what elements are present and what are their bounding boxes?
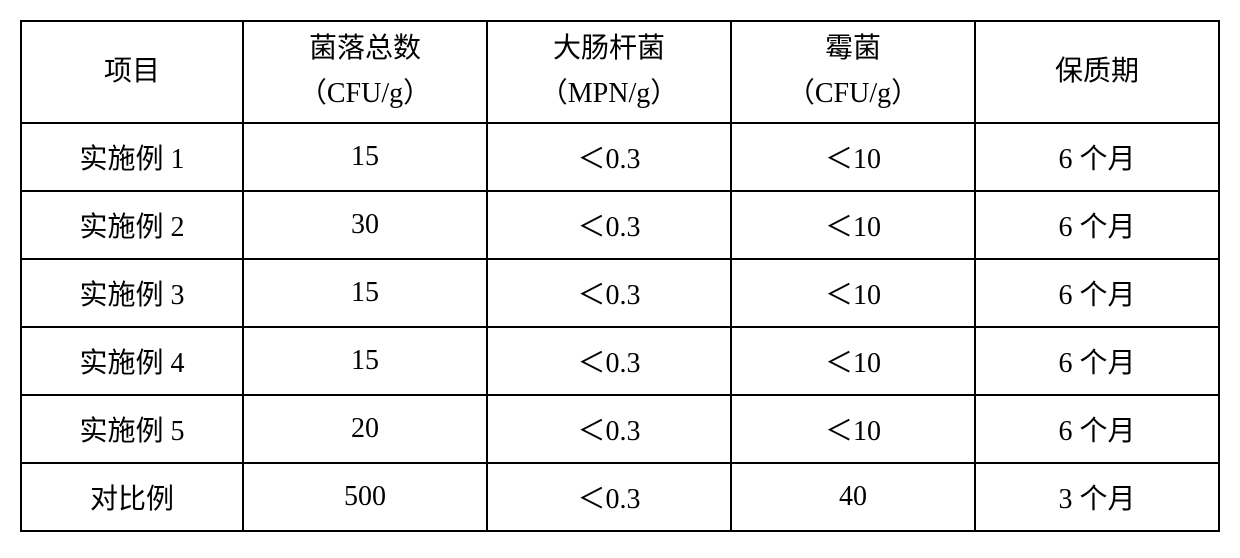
cell-item: 实施例 5	[21, 395, 243, 463]
col-header-line2: （CFU/g）	[732, 72, 974, 117]
cell-ecoli: ＜0.3	[487, 191, 731, 259]
table-header-row: 项目 菌落总数 （CFU/g） 大肠杆菌 （MPN/g） 霉菌 （CFU/g） …	[21, 21, 1219, 123]
cell-colony: 15	[243, 123, 487, 191]
col-header-line2: （MPN/g）	[488, 72, 730, 117]
table-row: 实施例 2 30 ＜0.3 ＜10 6 个月	[21, 191, 1219, 259]
cell-ecoli: ＜0.3	[487, 395, 731, 463]
cell-shelf-life: 6 个月	[975, 327, 1219, 395]
cell-item: 实施例 3	[21, 259, 243, 327]
col-header-line1: 项目	[22, 50, 242, 95]
col-header-mold: 霉菌 （CFU/g）	[731, 21, 975, 123]
microbial-results-table: 项目 菌落总数 （CFU/g） 大肠杆菌 （MPN/g） 霉菌 （CFU/g） …	[20, 20, 1220, 532]
cell-shelf-life: 6 个月	[975, 123, 1219, 191]
col-header-ecoli: 大肠杆菌 （MPN/g）	[487, 21, 731, 123]
col-header-line2: （CFU/g）	[244, 72, 486, 117]
cell-shelf-life: 3 个月	[975, 463, 1219, 531]
cell-shelf-life: 6 个月	[975, 191, 1219, 259]
cell-shelf-life: 6 个月	[975, 259, 1219, 327]
cell-item: 实施例 4	[21, 327, 243, 395]
cell-ecoli: ＜0.3	[487, 259, 731, 327]
cell-ecoli: ＜0.3	[487, 123, 731, 191]
col-header-line1: 菌落总数	[244, 27, 486, 72]
cell-colony: 20	[243, 395, 487, 463]
cell-mold: ＜10	[731, 123, 975, 191]
cell-mold: ＜10	[731, 259, 975, 327]
cell-shelf-life: 6 个月	[975, 395, 1219, 463]
table-row: 实施例 1 15 ＜0.3 ＜10 6 个月	[21, 123, 1219, 191]
table-row: 实施例 5 20 ＜0.3 ＜10 6 个月	[21, 395, 1219, 463]
cell-mold: ＜10	[731, 191, 975, 259]
col-header-line1: 保质期	[976, 50, 1218, 95]
cell-item: 实施例 2	[21, 191, 243, 259]
col-header-line1: 霉菌	[732, 27, 974, 72]
cell-ecoli: ＜0.3	[487, 327, 731, 395]
cell-colony: 30	[243, 191, 487, 259]
table-row: 实施例 3 15 ＜0.3 ＜10 6 个月	[21, 259, 1219, 327]
cell-colony: 15	[243, 327, 487, 395]
col-header-line1: 大肠杆菌	[488, 27, 730, 72]
cell-colony: 500	[243, 463, 487, 531]
cell-mold: ＜10	[731, 395, 975, 463]
cell-ecoli: ＜0.3	[487, 463, 731, 531]
microbial-results-table-container: 项目 菌落总数 （CFU/g） 大肠杆菌 （MPN/g） 霉菌 （CFU/g） …	[20, 20, 1220, 532]
cell-colony: 15	[243, 259, 487, 327]
col-header-shelf-life: 保质期	[975, 21, 1219, 123]
cell-mold: ＜10	[731, 327, 975, 395]
table-row: 实施例 4 15 ＜0.3 ＜10 6 个月	[21, 327, 1219, 395]
col-header-total-colony: 菌落总数 （CFU/g）	[243, 21, 487, 123]
cell-mold: 40	[731, 463, 975, 531]
col-header-item: 项目	[21, 21, 243, 123]
table-row: 对比例 500 ＜0.3 40 3 个月	[21, 463, 1219, 531]
cell-item: 对比例	[21, 463, 243, 531]
cell-item: 实施例 1	[21, 123, 243, 191]
